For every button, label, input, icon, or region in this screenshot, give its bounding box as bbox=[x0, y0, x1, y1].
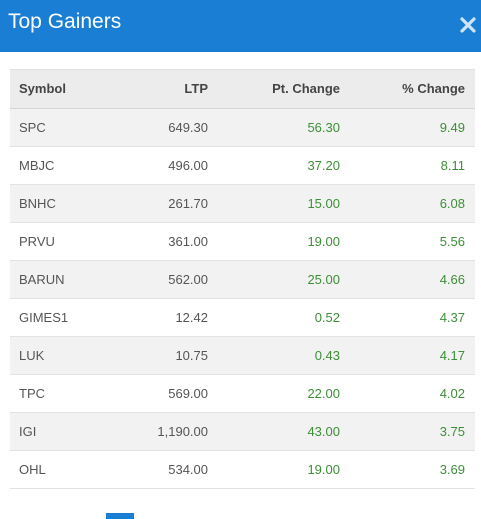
table-row[interactable]: PRVU 361.00 19.00 5.56 bbox=[10, 222, 475, 261]
cell-ltp: 562.00 bbox=[112, 260, 208, 299]
close-icon bbox=[460, 17, 476, 33]
dialog-header: Top Gainers bbox=[0, 0, 481, 52]
cell-pt-change: 19.00 bbox=[208, 222, 340, 261]
cell-pct-change: 4.17 bbox=[340, 336, 475, 375]
table-row[interactable]: BNHC 261.70 15.00 6.08 bbox=[10, 184, 475, 223]
cell-pct-change: 3.69 bbox=[340, 450, 475, 489]
table-header-row: Symbol LTP Pt. Change % Change bbox=[10, 70, 475, 109]
cell-ltp: 261.70 bbox=[112, 184, 208, 223]
table-row[interactable]: BARUN 562.00 25.00 4.66 bbox=[10, 260, 475, 299]
cell-pt-change: 19.00 bbox=[208, 450, 340, 489]
cell-ltp: 534.00 bbox=[112, 450, 208, 489]
cell-pct-change: 9.49 bbox=[340, 108, 475, 147]
cell-pt-change: 25.00 bbox=[208, 260, 340, 299]
close-button[interactable] bbox=[455, 12, 481, 38]
table-row[interactable]: SPC 649.30 56.30 9.49 bbox=[10, 108, 475, 147]
cell-ltp: 649.30 bbox=[112, 108, 208, 147]
cell-ltp: 10.75 bbox=[112, 336, 208, 375]
cell-symbol[interactable]: IGI bbox=[10, 412, 112, 451]
cell-symbol[interactable]: BARUN bbox=[10, 260, 112, 299]
cell-symbol[interactable]: PRVU bbox=[10, 222, 112, 261]
cell-ltp: 361.00 bbox=[112, 222, 208, 261]
table-row[interactable]: LUK 10.75 0.43 4.17 bbox=[10, 336, 475, 375]
cell-ltp: 12.42 bbox=[112, 298, 208, 337]
cell-pt-change: 22.00 bbox=[208, 374, 340, 413]
cell-pct-change: 8.11 bbox=[340, 146, 475, 185]
cell-symbol[interactable]: SPC bbox=[10, 108, 112, 147]
cell-pt-change: 56.30 bbox=[208, 108, 340, 147]
header-pct-change[interactable]: % Change bbox=[340, 70, 475, 109]
cell-pt-change: 0.52 bbox=[208, 298, 340, 337]
cell-pt-change: 37.20 bbox=[208, 146, 340, 185]
cell-ltp: 569.00 bbox=[112, 374, 208, 413]
table-row[interactable]: IGI 1,190.00 43.00 3.75 bbox=[10, 412, 475, 451]
table-row[interactable]: GIMES1 12.42 0.52 4.37 bbox=[10, 298, 475, 337]
cell-pt-change: 0.43 bbox=[208, 336, 340, 375]
cell-pct-change: 4.66 bbox=[340, 260, 475, 299]
cell-ltp: 1,190.00 bbox=[112, 412, 208, 451]
table-row[interactable]: OHL 534.00 19.00 3.69 bbox=[10, 450, 475, 489]
cell-pt-change: 43.00 bbox=[208, 412, 340, 451]
cell-pct-change: 3.75 bbox=[340, 412, 475, 451]
dialog-title: Top Gainers bbox=[8, 10, 122, 33]
cell-symbol[interactable]: BNHC bbox=[10, 184, 112, 223]
cell-symbol[interactable]: TPC bbox=[10, 374, 112, 413]
pagination-indicator[interactable] bbox=[106, 513, 134, 519]
cell-symbol[interactable]: OHL bbox=[10, 450, 112, 489]
cell-pct-change: 4.02 bbox=[340, 374, 475, 413]
header-symbol[interactable]: Symbol bbox=[10, 70, 112, 109]
cell-pt-change: 15.00 bbox=[208, 184, 340, 223]
gainers-table: Symbol LTP Pt. Change % Change SPC 649.30… bbox=[10, 70, 475, 489]
table-row[interactable]: MBJC 496.00 37.20 8.11 bbox=[10, 146, 475, 185]
header-ltp[interactable]: LTP bbox=[112, 70, 208, 109]
cell-pct-change: 6.08 bbox=[340, 184, 475, 223]
cell-ltp: 496.00 bbox=[112, 146, 208, 185]
table-row[interactable]: TPC 569.00 22.00 4.02 bbox=[10, 374, 475, 413]
cell-pct-change: 4.37 bbox=[340, 298, 475, 337]
header-pt-change[interactable]: Pt. Change bbox=[208, 70, 340, 109]
cell-symbol[interactable]: MBJC bbox=[10, 146, 112, 185]
cell-symbol[interactable]: LUK bbox=[10, 336, 112, 375]
gainers-table-card: Symbol LTP Pt. Change % Change SPC 649.30… bbox=[10, 69, 475, 489]
cell-symbol[interactable]: GIMES1 bbox=[10, 298, 112, 337]
cell-pct-change: 5.56 bbox=[340, 222, 475, 261]
